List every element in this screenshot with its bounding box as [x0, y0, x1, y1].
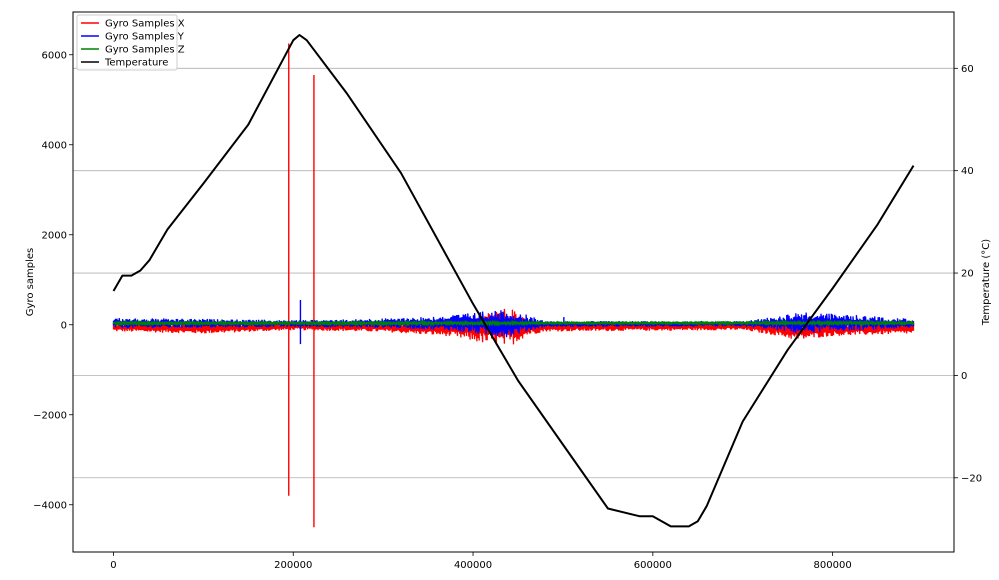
y-tick-label: −2000 [33, 410, 67, 421]
y2-tick-label: 60 [961, 64, 974, 75]
legend: Gyro Samples X Gyro Samples Y Gyro Samples… [76, 14, 185, 71]
x-tick-label: 600000 [634, 560, 672, 571]
series-gyro-samples-z [112, 319, 915, 327]
legend-label: Temperature [104, 58, 168, 69]
y2-tick-label: −20 [961, 473, 982, 484]
legend-frame [76, 14, 178, 71]
y-axis-right: −20 0 20 40 60 [954, 64, 982, 484]
y-tick-label: 2000 [42, 230, 67, 241]
y2-axis-label: Temperature (°C) [981, 239, 992, 326]
y-axis-left: −4000 −2000 0 2000 4000 6000 [33, 50, 73, 511]
series-temperature [112, 34, 915, 528]
x-tick-label: 400000 [454, 560, 492, 571]
series-band [112, 319, 915, 327]
y-axis-label: Gyro samples [25, 248, 36, 316]
x-tick-label: 0 [110, 560, 116, 571]
plot-frame [72, 11, 955, 553]
grid [73, 67, 954, 479]
x-tick-label: 800000 [814, 560, 852, 571]
x-axis: 0 200000 400000 600000 800000 [110, 552, 852, 571]
plot-area [112, 34, 915, 528]
y2-tick-label: 0 [961, 371, 967, 382]
y2-tick-label: 20 [961, 269, 974, 280]
legend-label: Gyro Samples Z [105, 45, 185, 56]
y-tick-label: 6000 [42, 50, 67, 61]
legend-label: Gyro Samples Y [105, 32, 185, 43]
y2-tick-label: 40 [961, 166, 974, 177]
y-tick-label: −4000 [33, 500, 67, 511]
y-tick-label: 0 [61, 320, 67, 331]
legend-label: Gyro Samples X [105, 19, 185, 30]
x-tick-label: 200000 [274, 560, 312, 571]
y-tick-label: 4000 [42, 140, 67, 151]
